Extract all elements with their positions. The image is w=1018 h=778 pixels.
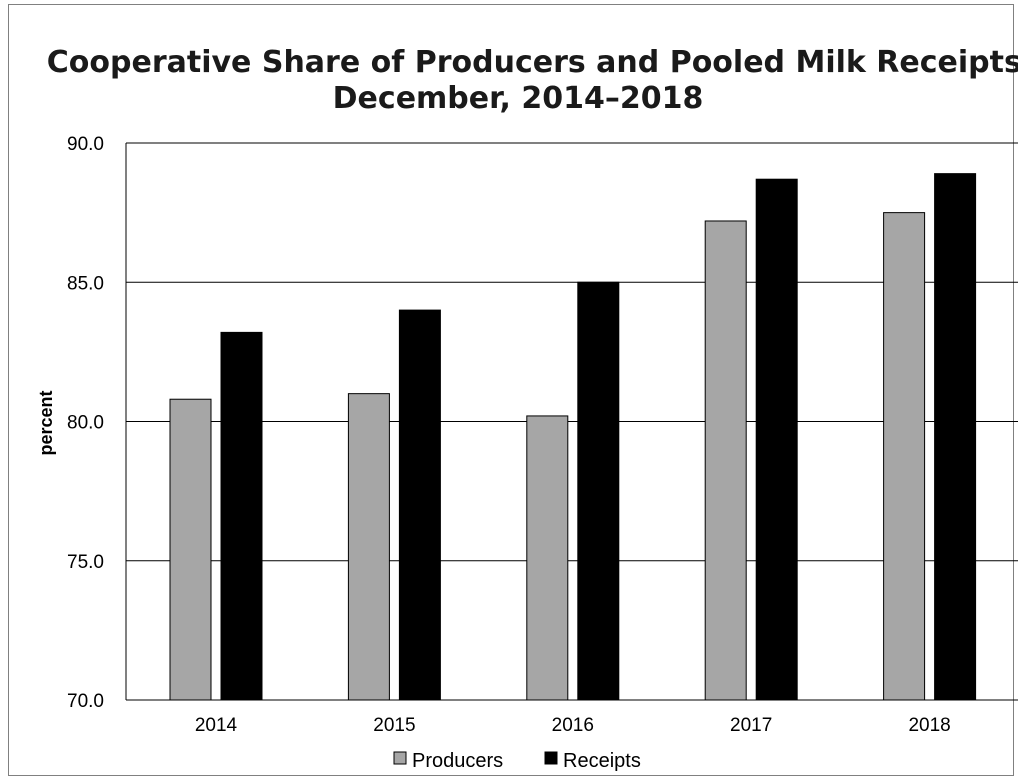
axes: 70.0 75.0 80.0 85.0 90.0 2014 2015 2016 2017 2018 <box>67 134 1018 736</box>
y-tick-label: 90.0 <box>67 134 104 155</box>
legend-swatch-receipts <box>544 751 558 765</box>
legend: Producers Receipts <box>393 750 641 772</box>
y-axis-title: percent <box>36 390 56 455</box>
x-tick-label: 2017 <box>730 715 772 736</box>
y-tick-label: 80.0 <box>67 413 104 434</box>
bar-receipts-2017 <box>755 178 798 701</box>
bar-producers-2014 <box>169 398 212 701</box>
bar-producers-2015 <box>347 393 390 701</box>
chart-subtitle: December, 2014–2018 <box>333 81 704 116</box>
y-tick-label: 70.0 <box>67 691 104 712</box>
x-tick-label: 2015 <box>373 715 415 736</box>
chart-title: Cooperative Share of Producers and Poole… <box>47 45 1018 80</box>
bar-receipts-2015 <box>398 309 441 701</box>
chart-frame <box>8 4 1014 776</box>
bar-producers-2018 <box>883 212 926 701</box>
x-tick-label: 2018 <box>908 715 950 736</box>
gridlines <box>126 142 1018 562</box>
legend-label-producers: Producers <box>412 750 503 772</box>
bars <box>169 173 977 701</box>
bar-producers-2017 <box>704 220 747 701</box>
legend-swatch-producers <box>393 751 407 765</box>
bar-receipts-2016 <box>577 281 620 701</box>
y-tick-label: 75.0 <box>67 552 104 573</box>
bar-receipts-2018 <box>934 173 977 701</box>
bar-receipts-2014 <box>220 331 263 701</box>
x-tick-label: 2014 <box>195 715 238 736</box>
legend-label-receipts: Receipts <box>563 750 641 772</box>
bar-producers-2016 <box>526 415 569 701</box>
y-tick-label: 85.0 <box>67 273 104 294</box>
x-tick-label: 2016 <box>552 715 594 736</box>
